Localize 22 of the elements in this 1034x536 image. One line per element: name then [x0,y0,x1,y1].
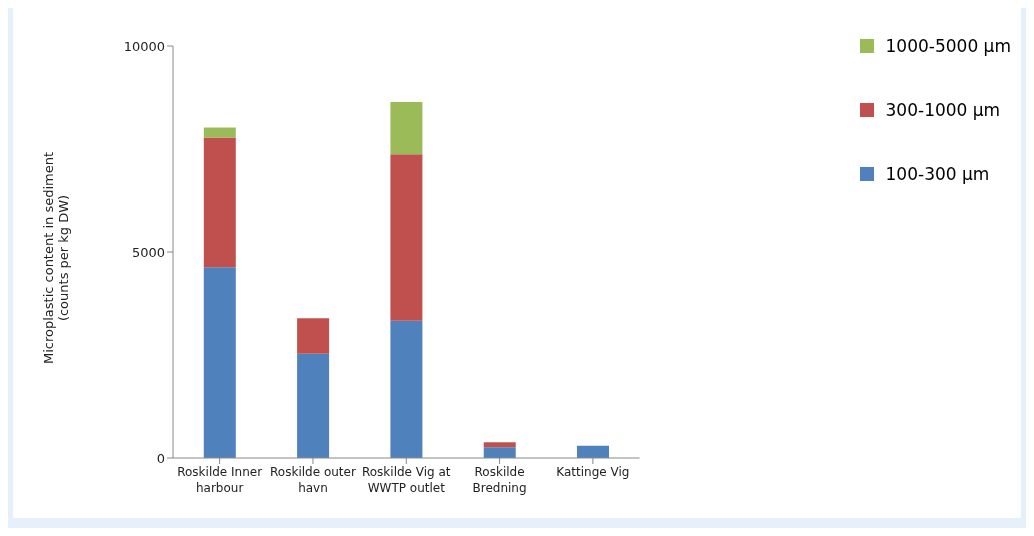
x-tick-label: Roskilde Inner harbour [177,465,263,495]
legend-label: 1000-5000 µm [885,36,1011,56]
legend-label: 300-1000 µm [885,100,1001,120]
bar [297,318,330,354]
bar [203,127,236,138]
y-tick-label: 5000 [131,244,165,260]
y-axis-title: Microplastic content in sediment (counts per kg DW) [41,151,72,365]
bar [203,267,236,458]
bar [390,154,423,321]
bar [203,137,236,268]
bar [297,353,330,458]
y-tick-label: 0 [156,450,165,466]
x-tick-label: Roskilde Bredning [472,465,527,495]
y-tick-label: 10000 [123,38,165,54]
x-tick-label: Roskilde Vig at WWTP outlet [361,465,451,495]
x-tick-label: Roskilde outer havn [270,465,356,495]
bar [390,102,423,155]
bar [390,320,423,458]
legend-label: 100-300 µm [885,164,990,184]
x-tick-label: Kattinge Vig [556,465,630,479]
bar [483,447,516,458]
bar [483,442,516,448]
